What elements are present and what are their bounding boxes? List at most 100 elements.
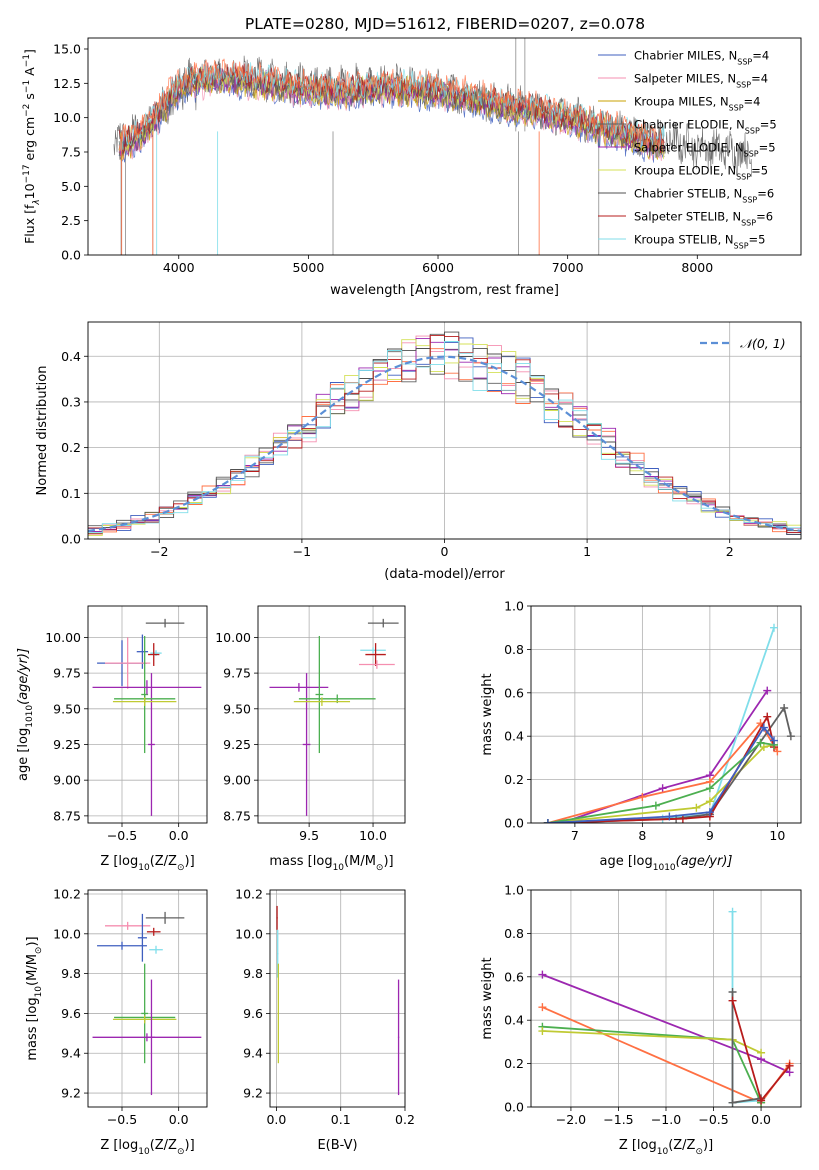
y-tick-label: 0.0 <box>61 248 81 263</box>
spectrum-axes: 4000 5000 6000 7000 8000 0.0 2.5 5.0 7.5 10.0 12.5… <box>22 37 802 298</box>
y-tick-label: 9.6 <box>243 1006 263 1021</box>
y-tick-label: 9.75 <box>223 666 251 681</box>
y-tick-label: 10.0 <box>235 926 263 941</box>
axes-frame <box>87 605 208 824</box>
axes-frame <box>257 605 406 824</box>
y-tick-label: 9.25 <box>53 737 81 752</box>
y-tick-label: 9.6 <box>61 1006 81 1021</box>
residual-histogram-axes: −2 −1 0 1 2 0.0 0.1 0.2 0.3 0.4 𝒩(0, 1) (data-model… <box>35 321 802 582</box>
legend-entry: Salpeter MILES, NSSP=4 <box>634 72 768 90</box>
mass-weight-marker <box>770 736 778 745</box>
errorbar-point <box>293 697 351 706</box>
y-tick-label: 0.2 <box>504 1056 524 1071</box>
y-tick-label: 15.0 <box>53 41 81 56</box>
y-tick-label: 0.6 <box>504 969 524 984</box>
mass-weight-marker <box>759 743 768 752</box>
residual-histogram-step <box>88 341 801 534</box>
y-tick-label: 9.00 <box>223 773 251 788</box>
mass-weight-marker <box>757 1096 766 1105</box>
mass-weight-marker <box>678 814 687 823</box>
mass-weight-marker <box>651 801 660 810</box>
y-axis-label: Normed distribution <box>35 366 50 496</box>
mass-weight-marker <box>728 996 737 1005</box>
y-tick-label: 0.0 <box>61 532 81 547</box>
gaussian-curve <box>88 355 801 533</box>
axis-label: Z [log10(Z/Z⊙)] <box>100 854 194 873</box>
y-tick-label: 8.75 <box>223 808 251 823</box>
y-tick-label: 1.0 <box>504 599 524 614</box>
x-tick-label: −1 <box>293 544 311 559</box>
mass-weight-marker <box>773 747 782 756</box>
x-tick-label: 7 <box>571 828 579 843</box>
axis-label: mass [log10(M/M⊙)] <box>269 854 393 873</box>
mass-weight-series <box>547 744 775 823</box>
x-tick-label: 2 <box>726 544 734 559</box>
gaussian-legend-label: 𝒩(0, 1) <box>740 336 786 351</box>
axes-frame <box>87 321 802 540</box>
mass-vs-extinction-axes: 0.0 0.1 0.2 9.2 9.4 9.6 9.8 10.0 10.2 E(B-V) <box>235 886 415 1153</box>
mass-weight-marker <box>728 987 737 996</box>
mass-weight-marker <box>705 797 714 806</box>
x-tick-label: 4000 <box>163 260 195 275</box>
y-tick-label: 0.8 <box>504 926 524 941</box>
y-axis-label: mass weight <box>480 673 495 755</box>
y-tick-label: 5.0 <box>61 179 81 194</box>
y-tick-label: 0.4 <box>504 1013 524 1028</box>
y-tick-label: 9.25 <box>223 737 251 752</box>
legend-entry: Kroupa ELODIE, NSSP=5 <box>634 164 768 182</box>
x-tick-label: 8 <box>638 828 646 843</box>
x-tick-label: −2.0 <box>556 1112 586 1127</box>
errorbar-point <box>105 921 151 930</box>
errorbar-point <box>92 1033 202 1042</box>
errorbar-point <box>315 635 324 754</box>
x-tick-label: −0.5 <box>107 828 137 843</box>
x-tick-label: 0.0 <box>169 828 189 843</box>
errorbar-point <box>367 618 399 628</box>
errorbar-point <box>360 647 386 654</box>
y-tick-label: 9.75 <box>53 666 81 681</box>
axes-frame <box>87 37 802 256</box>
x-tick-label: 6000 <box>422 260 454 275</box>
y-tick-label: 0.4 <box>61 349 81 364</box>
mass-weight-series <box>547 725 775 823</box>
mass-weight-marker <box>757 1048 766 1057</box>
axes-frame <box>87 889 208 1108</box>
x-tick-label: −0.5 <box>107 1112 137 1127</box>
mass-weight-marker <box>763 712 772 721</box>
x-tick-label: −1.5 <box>603 1112 633 1127</box>
y-tick-label: 10.00 <box>215 630 251 645</box>
mass-weight-marker <box>538 1003 547 1012</box>
y-tick-label: 9.2 <box>61 1086 81 1101</box>
legend-entry: Kroupa MILES, NSSP=4 <box>634 95 760 113</box>
y-tick-label: 10.0 <box>53 926 81 941</box>
legend-entry: Salpeter ELODIE, NSSP=5 <box>634 141 776 159</box>
y-tick-label: 9.2 <box>243 1086 263 1101</box>
y-axis-label: mass weight <box>480 957 495 1039</box>
y-tick-label: 7.5 <box>61 144 81 159</box>
y-tick-label: 9.4 <box>61 1046 81 1061</box>
y-tick-label: 10.0 <box>53 110 81 125</box>
y-tick-label: 9.4 <box>243 1046 263 1061</box>
legend-entry: Chabrier MILES, NSSP=4 <box>634 49 769 67</box>
errorbar-point <box>277 963 280 1064</box>
x-tick-label: 1 <box>583 544 591 559</box>
y-tick-label: 0.3 <box>61 394 81 409</box>
age-vs-metallicity-axes: −0.5 0.0 8.75 9.00 9.25 9.50 9.75 10.00 Z [log10… <box>16 605 208 873</box>
x-tick-label: 0.0 <box>751 1112 771 1127</box>
weight-vs-metallicity-axes: −2.0 −1.5 −1.0 −0.5 0.0 0.0 0.2 0.4 0.6 0.8 1.0 mas… <box>480 883 802 1157</box>
axis-label: Z [log10(Z/Z⊙)] <box>619 1138 713 1157</box>
x-tick-label: −2 <box>150 544 168 559</box>
x-tick-label: 10 <box>769 828 785 843</box>
mass-weight-series <box>547 721 779 823</box>
weight-vs-age-axes: 7 8 9 10 0.0 0.2 0.4 0.6 0.8 1.0 mass weight age [l… <box>480 599 802 873</box>
x-tick-label: 0.2 <box>395 1112 415 1127</box>
y-tick-label: 9.50 <box>223 701 251 716</box>
mass-weight-marker <box>785 1061 794 1070</box>
mass-weight-marker <box>705 808 714 817</box>
mass-weight-marker <box>763 686 772 695</box>
model-spectrum-line <box>118 58 665 151</box>
mass-weight-marker <box>756 738 765 747</box>
mass-weight-marker <box>786 732 795 741</box>
errorbar-point <box>397 979 400 1096</box>
